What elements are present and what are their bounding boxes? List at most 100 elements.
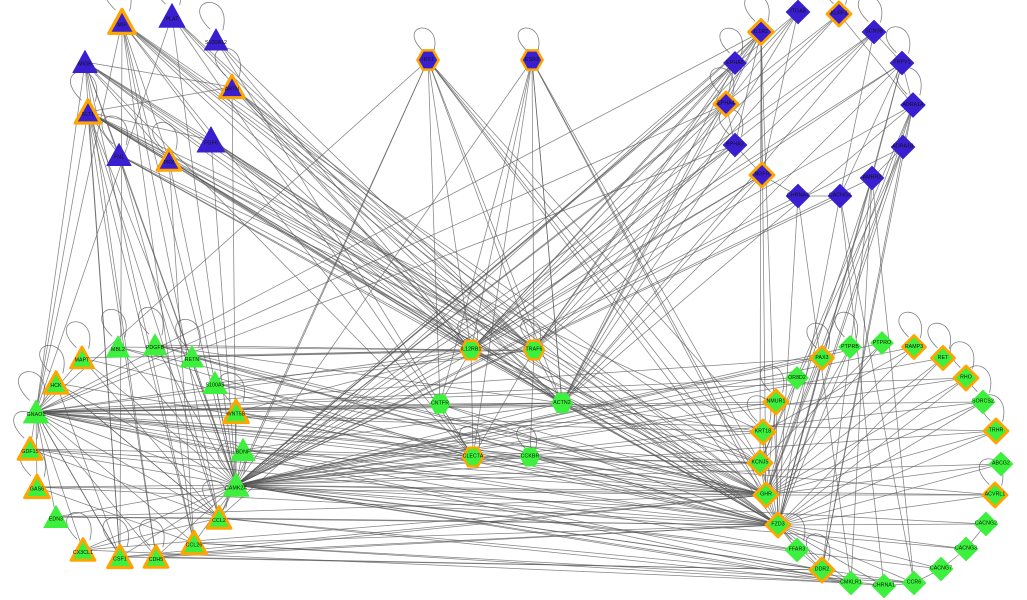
triangle-shape-icon xyxy=(179,345,205,368)
triangle-shape-icon xyxy=(142,544,170,569)
graph-node-trhr[interactable]: TRHR xyxy=(982,417,1010,445)
triangle-shape-icon xyxy=(107,7,137,36)
graph-node-kcnj5[interactable]: KCNJ5 xyxy=(746,449,774,477)
graph-node-gnao1[interactable]: GNAO1 xyxy=(22,398,51,427)
graph-node-ptprb[interactable]: PTPRB xyxy=(838,335,863,360)
diamond-shape-icon xyxy=(861,19,887,45)
diamond-shape-icon xyxy=(746,449,774,477)
diamond-shape-icon xyxy=(982,417,1010,445)
graph-node-gas6[interactable]: GAS6 xyxy=(23,473,51,501)
graph-node-il1r2[interactable]: IL1R2 xyxy=(747,18,775,46)
graph-node-s100a12[interactable]: S100A12 xyxy=(203,27,230,54)
graph-node-ccl26[interactable]: CCL26 xyxy=(180,529,208,557)
graph-node-epha3[interactable]: EPHA3 xyxy=(722,132,748,158)
graph-node-krt18[interactable]: KRT18 xyxy=(749,418,777,446)
graph-node-ret[interactable]: RET xyxy=(930,345,956,371)
graph-node-ptpro[interactable]: PTPRO xyxy=(870,331,895,356)
diamond-shape-icon xyxy=(981,481,1009,509)
graph-node-chrna4[interactable]: CHRNA4 xyxy=(785,183,811,209)
graph-node-clec7a[interactable]: CLEC7A xyxy=(461,446,485,468)
graph-node-klrf2[interactable]: KLRF2 xyxy=(825,0,853,28)
hexagon-shape-icon xyxy=(519,447,541,467)
graph-node-migb[interactable]: MIGB xyxy=(71,48,99,76)
graph-node-rho[interactable]: RHO xyxy=(952,364,980,392)
graph-node-csf1[interactable]: CSF1 xyxy=(106,543,134,571)
diamond-shape-icon xyxy=(764,511,792,539)
graph-node-cntfr[interactable]: CNTFR xyxy=(429,393,451,415)
graph-node-nmur1[interactable]: NMUR1 xyxy=(762,388,790,416)
graph-node-fzd3[interactable]: FZD3 xyxy=(764,511,792,539)
graph-node-mif[interactable]: MIF xyxy=(107,7,137,37)
diamond-shape-icon xyxy=(784,537,810,563)
graph-node-ghr[interactable]: GHR xyxy=(752,481,780,509)
graph-node-irs1[interactable]: IRS1 xyxy=(416,49,440,72)
graph-node-acvrl1[interactable]: ACVRL1 xyxy=(981,481,1009,509)
triangle-shape-icon xyxy=(106,543,134,570)
graph-node-bdnf[interactable]: BDNF xyxy=(229,436,257,464)
graph-node-esr2[interactable]: ESR2 xyxy=(520,49,544,72)
graph-node-adra1b[interactable]: ADRA1B xyxy=(890,134,916,160)
graph-node-or8d2[interactable]: OR8D2 xyxy=(785,366,810,391)
graph-node-ccr6[interactable]: CCR6 xyxy=(901,570,927,596)
graph-node-fn1[interactable]: FN1 xyxy=(105,141,133,169)
triangle-shape-icon xyxy=(105,335,131,358)
graph-node-ccl2[interactable]: CCL2 xyxy=(205,505,233,532)
graph-node-il12rb1[interactable]: IL12RB1 xyxy=(459,339,483,361)
graph-node-ffar3[interactable]: FFAR3 xyxy=(784,537,810,563)
graph-node-actn2[interactable]: ACTN2 xyxy=(551,392,574,415)
graph-node-epha4[interactable]: EPHA4 xyxy=(712,90,740,118)
graph-node-plat[interactable]: PLAT xyxy=(157,1,187,31)
graph-node-ddr2[interactable]: DDR2 xyxy=(808,556,836,584)
graph-node-camk2a[interactable]: CAMK2A xyxy=(221,470,251,500)
triangle-shape-icon xyxy=(69,345,95,370)
graph-node-cdh5[interactable]: CDH5 xyxy=(142,544,170,571)
graph-node-cacng2[interactable]: CACNG2 xyxy=(973,511,999,537)
graph-node-mapt[interactable]: MAPT xyxy=(69,345,95,371)
graph-node-cacng7[interactable]: CACNG7 xyxy=(928,556,954,582)
triangle-shape-icon xyxy=(196,126,226,153)
graph-node-s100a9[interactable]: S100A9 xyxy=(201,369,229,397)
graph-node-fgf6[interactable]: FGF6 xyxy=(195,124,227,156)
graph-node-traf6[interactable]: TRAF6 xyxy=(522,339,546,361)
triangle-shape-icon xyxy=(218,73,246,100)
triangle-shape-icon xyxy=(23,473,51,500)
diamond-shape-icon xyxy=(901,334,927,360)
graph-node-itga8[interactable]: ITGA8 xyxy=(785,0,811,25)
graph-node-pdgfb[interactable]: PDGFB xyxy=(142,332,169,359)
diamond-shape-icon xyxy=(825,0,853,28)
diamond-shape-icon xyxy=(762,388,790,416)
graph-node-trpv1[interactable]: TRPV1 xyxy=(889,50,915,76)
graph-node-mbl2[interactable]: MBL2 xyxy=(105,334,132,361)
graph-node-sorcs2[interactable]: SORCS2 xyxy=(970,389,996,415)
graph-node-wnt5b[interactable]: WNT5B xyxy=(222,398,250,426)
hexagon-shape-icon xyxy=(522,339,546,361)
diamond-shape-icon xyxy=(953,536,979,562)
graph-node-prx[interactable]: PRX xyxy=(155,147,183,174)
graph-node-cmklr1[interactable]: CMKLR1 xyxy=(838,570,864,596)
graph-node-retn[interactable]: RETN xyxy=(179,344,206,371)
graph-node-amhr2[interactable]: AMHR2 xyxy=(859,165,885,191)
graph-node-gdf15[interactable]: GDF15 xyxy=(16,436,44,463)
graph-node-epha5[interactable]: EPHA5 xyxy=(723,51,748,76)
diamond-shape-icon xyxy=(859,165,885,191)
graph-node-chrna1[interactable]: CHRNA1 xyxy=(871,573,897,599)
graph-node-cacng3[interactable]: CACNG3 xyxy=(953,536,979,562)
graph-node-hck[interactable]: HCK xyxy=(42,370,70,397)
graph-node-flt1[interactable]: FLT1 xyxy=(73,98,103,127)
graph-node-edn3[interactable]: EDN3 xyxy=(42,503,70,531)
graph-node-artn[interactable]: ARTN xyxy=(218,73,246,101)
graph-node-cx3cl1[interactable]: CX3CL1 xyxy=(69,537,97,564)
triangle-shape-icon xyxy=(222,472,250,497)
triangle-shape-icon xyxy=(202,370,228,394)
graph-node-ngfr[interactable]: NGFR xyxy=(748,161,776,189)
graph-node-cckbr[interactable]: CCKBR xyxy=(519,446,541,468)
graph-node-pax3[interactable]: PAX3 xyxy=(809,345,835,371)
graph-node-cacng4[interactable]: CACNG4 xyxy=(827,183,853,209)
graph-node-ramp3[interactable]: RAMP3 xyxy=(901,334,927,360)
graph-node-scn3b[interactable]: SCN3B xyxy=(861,19,887,45)
diamond-shape-icon xyxy=(722,132,748,158)
graph-node-abcg2[interactable]: ABCG2 xyxy=(988,451,1014,477)
graph-node-adra1a[interactable]: ADRA1A xyxy=(900,92,927,119)
